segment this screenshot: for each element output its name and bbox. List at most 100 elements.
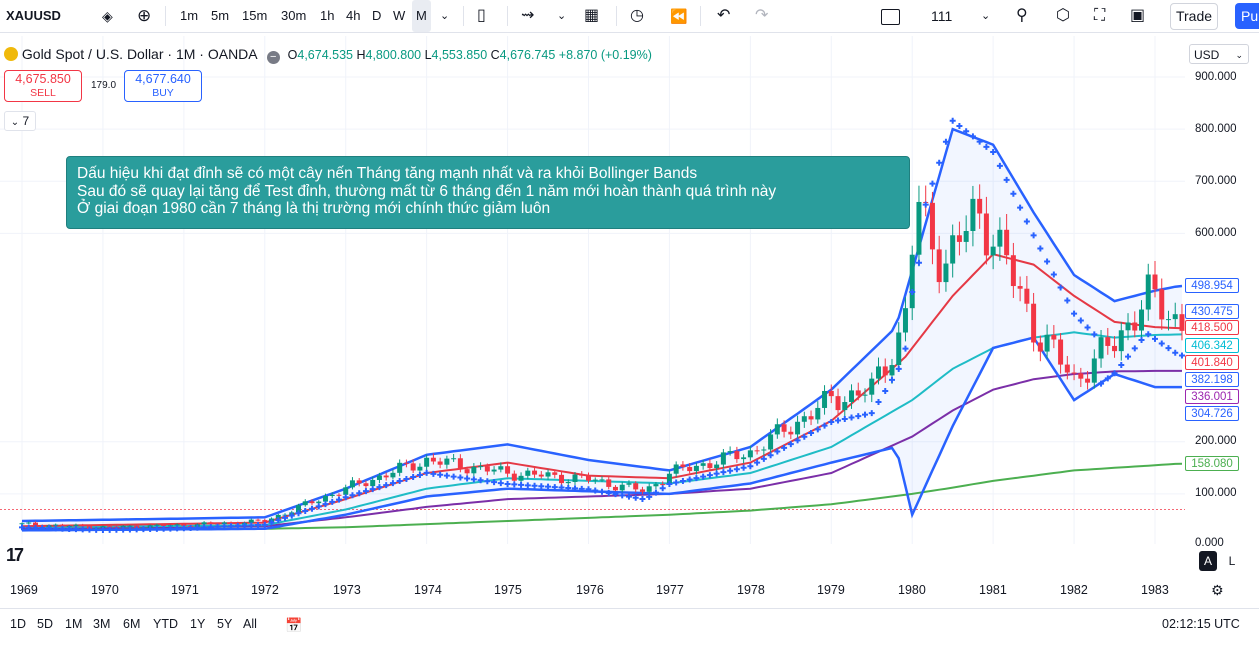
range-5y[interactable]: 5Y [217, 617, 233, 631]
range-ytd[interactable]: YTD [153, 617, 178, 631]
candle-body [1037, 342, 1043, 352]
undo-icon[interactable]: ↶ [717, 7, 731, 24]
interval-30m[interactable]: 30m [281, 8, 307, 23]
time-tick: 1973 [333, 583, 361, 597]
chart-canvas[interactable] [0, 34, 1190, 544]
interval-1h[interactable]: 1h [320, 8, 335, 23]
log-scale-button[interactable]: L [1228, 554, 1236, 568]
candle-body [720, 452, 726, 465]
time-tick: 1977 [656, 583, 684, 597]
tradingview-logo[interactable]: 17 [6, 545, 24, 565]
range-1y[interactable]: 1Y [190, 617, 206, 631]
layout-grid-icon[interactable]: ▦ [584, 7, 600, 24]
interval-d[interactable]: D [372, 8, 382, 23]
sell-button[interactable]: 4,675.850 SELL [4, 70, 82, 102]
alert-icon[interactable]: ◷ [630, 7, 644, 24]
zoom-icon[interactable]: ⚲ [1016, 7, 1028, 24]
sar-point [248, 522, 255, 529]
candle-body [795, 421, 801, 435]
interval-15m[interactable]: 15m [242, 8, 268, 23]
chevron-down-icon[interactable]: ⌄ [981, 10, 991, 22]
candle-body [700, 463, 706, 466]
fullscreen-icon[interactable]: ⛶ [1094, 7, 1106, 24]
sar-point [659, 485, 666, 492]
sar-point [174, 525, 181, 532]
sar-point [888, 376, 895, 383]
candle-type-icon[interactable]: ▯ [477, 7, 486, 24]
replay-icon[interactable]: ⏪ [670, 8, 688, 24]
candle-body [943, 263, 949, 283]
symbol-search[interactable]: XAUUSD [6, 8, 61, 23]
sar-point [949, 117, 956, 124]
candle-body [936, 249, 942, 283]
time-tick: 1969 [10, 583, 38, 597]
compare-icon[interactable]: ◈ [102, 8, 113, 24]
time-tick: 1979 [817, 583, 845, 597]
legend-toggle-icon[interactable]: − [266, 51, 280, 64]
legend-title[interactable]: Gold Spot / U.S. Dollar · 1M · OANDA [21, 46, 257, 62]
price-tick: 0.000 [1195, 537, 1224, 549]
currency-select[interactable]: USD ⌄ [1189, 44, 1249, 64]
candle-body [1145, 274, 1151, 310]
value-field[interactable]: 111 [931, 8, 953, 24]
candle-body [32, 522, 38, 526]
sar-point [491, 479, 498, 486]
range-5d[interactable]: 5D [37, 617, 53, 631]
interval-1m[interactable]: 1m [180, 8, 199, 23]
range-6m[interactable]: 6M [123, 617, 141, 631]
candle-body [107, 526, 113, 528]
annotation-note[interactable]: Dấu hiệu khi đạt đỉnh sẽ có một cây nến … [66, 156, 910, 229]
candle-body [302, 501, 308, 506]
sar-point [652, 489, 659, 496]
indicators-icon[interactable]: ⇝ [521, 7, 535, 24]
sar-point [895, 365, 902, 372]
indicators-collapse-button[interactable]: ⌄ 7 [4, 111, 36, 131]
candle-body [430, 457, 436, 462]
candle-body [828, 390, 834, 397]
range-1m[interactable]: 1M [65, 617, 83, 631]
time-tick: 1981 [979, 583, 1007, 597]
settings-icon[interactable]: ⬡ [1056, 7, 1070, 24]
camera-icon[interactable]: ▣ [1130, 7, 1146, 24]
high-value: 4,800.800 [365, 48, 422, 62]
range-1d[interactable]: 1D [10, 617, 26, 631]
settings-gear-icon[interactable]: ⚙ [1211, 582, 1224, 598]
candle-body [1112, 345, 1118, 352]
sar-point [902, 345, 909, 352]
candle-body [363, 483, 369, 487]
candle-body [774, 424, 780, 435]
sar-point [754, 459, 761, 466]
note-line-3: Ở giai đoạn 1980 cần 7 tháng là thị trườ… [77, 200, 551, 217]
sar-point [59, 525, 66, 532]
interval-w[interactable]: W [393, 8, 406, 23]
chevron-down-icon[interactable]: ⌄ [557, 10, 567, 22]
sar-point [848, 414, 855, 421]
auto-scale-button[interactable]: A [1199, 551, 1217, 571]
redo-icon[interactable]: ↷ [755, 7, 769, 24]
range-all[interactable]: All [243, 617, 257, 631]
fullscreen-box-icon[interactable] [881, 0, 900, 32]
sar-point [52, 525, 59, 532]
date-range-icon[interactable]: 📅 [285, 617, 303, 633]
sar-point [572, 485, 579, 492]
clock[interactable]: 02:12:15 UTC [1162, 617, 1240, 631]
sar-point [855, 413, 862, 420]
publish-button[interactable]: Pu [1235, 3, 1259, 29]
interval-m[interactable]: M [412, 0, 431, 32]
chevron-down-icon[interactable]: ⌄ [440, 10, 450, 22]
trade-button[interactable]: Trade [1170, 3, 1218, 30]
time-tick: 1980 [898, 583, 926, 597]
candle-body [882, 366, 888, 376]
candle-body [1105, 337, 1111, 346]
interval-5m[interactable]: 5m [211, 8, 230, 23]
range-3m[interactable]: 3M [93, 617, 111, 631]
time-axis[interactable]: 1969 1970 1971 1972 1973 1974 1975 1976 … [0, 576, 1190, 602]
sar-point [632, 494, 639, 501]
sar-point [598, 488, 605, 495]
interval-4h[interactable]: 4h [346, 8, 361, 23]
price-axis[interactable]: 900.000 800.000 700.000 600.000 200.000 … [1185, 40, 1259, 550]
candle-body [842, 402, 848, 411]
add-symbol-icon[interactable]: ⊕ [137, 6, 152, 25]
buy-button[interactable]: 4,677.640 BUY [124, 70, 202, 102]
sar-point [915, 259, 922, 266]
